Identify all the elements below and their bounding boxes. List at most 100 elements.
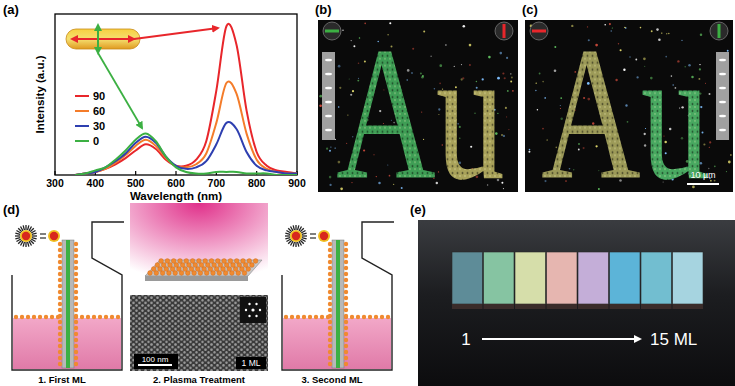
particle [58, 272, 62, 276]
particle [344, 284, 348, 288]
x-axis-label: Wavelength (nm) [130, 190, 222, 202]
panel-label: (c) [522, 2, 538, 17]
slide-edge [641, 304, 672, 309]
particle [203, 259, 208, 264]
legend-label: 0 [93, 135, 99, 147]
speckle [714, 165, 716, 167]
polarizer-bar [325, 30, 339, 33]
particle [50, 315, 54, 319]
particle [74, 242, 78, 246]
label-bg [236, 357, 266, 369]
scale-bar-label: 100 nm [142, 355, 169, 364]
ligand [293, 225, 294, 230]
figure: (a)300400500600700800900Wavelength (nm)I… [0, 0, 735, 386]
particle [344, 260, 348, 264]
particle [74, 296, 78, 300]
particle [38, 315, 42, 319]
letter: A [336, 9, 436, 220]
rod-dot [719, 129, 726, 132]
particle [253, 259, 258, 264]
ligand [295, 225, 296, 230]
particle [74, 278, 78, 282]
particle [344, 326, 348, 330]
rod-dot [719, 101, 726, 104]
particle [58, 308, 62, 312]
equals [310, 238, 316, 239]
particle [362, 315, 366, 319]
polarizer-icon [323, 22, 341, 40]
particle [247, 259, 252, 264]
particle [344, 266, 348, 270]
fft-spot [251, 308, 254, 311]
slide-edge [673, 304, 704, 309]
analyzer-bar [503, 24, 506, 38]
particle [159, 259, 164, 264]
glass-slide [484, 252, 515, 304]
ligand [285, 235, 290, 236]
scale-bar [138, 364, 172, 366]
speckle [505, 107, 507, 109]
glass-slide [610, 252, 641, 304]
rod-dot [325, 101, 332, 104]
particle [328, 302, 332, 306]
particle [74, 272, 78, 276]
plasma-glow [130, 203, 268, 291]
particle [328, 242, 332, 246]
ligand [302, 238, 307, 239]
particle [234, 259, 239, 264]
ligand [298, 225, 299, 230]
step-caption: 2. Plasma Treatment [153, 374, 246, 385]
particle [74, 284, 78, 288]
rod-dot [325, 115, 332, 118]
label-bg [134, 354, 178, 369]
scale-bar [687, 183, 719, 185]
particle [344, 320, 348, 324]
particle [344, 290, 348, 294]
core [292, 232, 300, 240]
end-label: 15 ML [650, 330, 697, 349]
ligand [32, 233, 37, 234]
particle [350, 315, 354, 319]
y-axis-label: Intensity (a.u.) [34, 55, 46, 133]
particle [328, 260, 332, 264]
beaker-outline [282, 222, 394, 370]
fft-inset [240, 297, 266, 323]
particle [58, 320, 62, 324]
speckle [507, 90, 509, 92]
particle [58, 362, 62, 366]
particle [328, 296, 332, 300]
speckle [728, 161, 731, 164]
equals [40, 238, 46, 239]
series-line [75, 81, 297, 175]
speckle [528, 151, 530, 153]
slide-edge [452, 304, 483, 309]
particle [80, 315, 84, 319]
rod-dot [325, 73, 332, 76]
photo-bg [418, 220, 735, 386]
speckle [511, 77, 513, 79]
particle [328, 308, 332, 312]
particle [328, 278, 332, 282]
particle [284, 315, 288, 319]
speckle [536, 83, 537, 84]
rod-dot [719, 115, 726, 118]
particle [58, 284, 62, 288]
particle [215, 259, 220, 264]
particle [58, 266, 62, 270]
particle [374, 315, 378, 319]
beaker-outline [12, 222, 124, 370]
ligand [28, 225, 29, 230]
step-caption: 3. Second ML [301, 374, 362, 385]
particle [58, 332, 62, 336]
particle [328, 314, 332, 318]
core [50, 232, 58, 240]
x-tick-label: 700 [208, 177, 226, 189]
particle [165, 259, 170, 264]
particle [344, 344, 348, 348]
equals [40, 234, 46, 235]
panel-label: (b) [315, 2, 332, 17]
letter: A [541, 9, 641, 220]
particle [171, 259, 176, 264]
x-tick [135, 171, 136, 175]
glass-slide [578, 252, 609, 304]
